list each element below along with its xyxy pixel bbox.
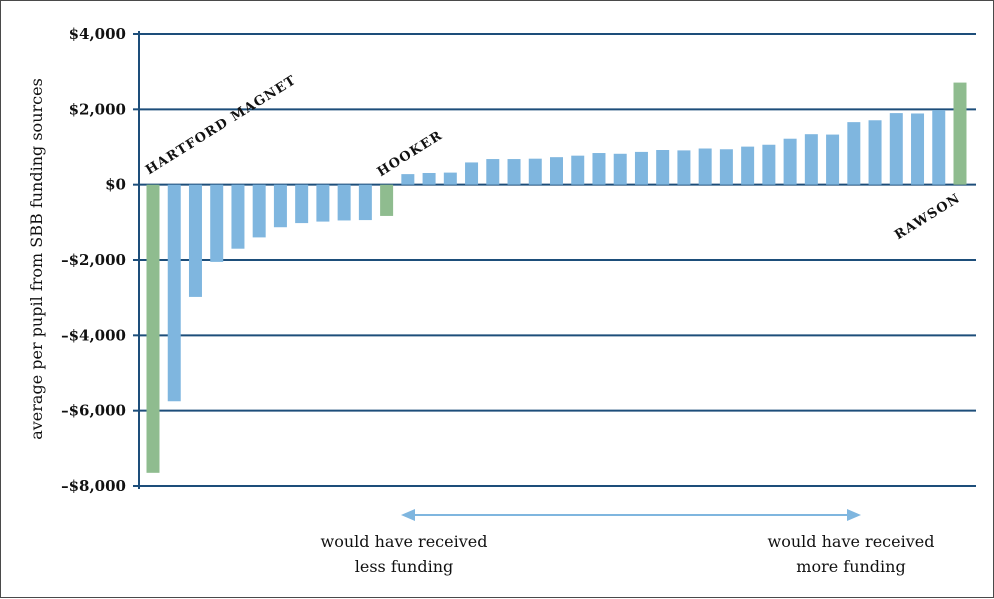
bar [869, 120, 882, 184]
right-arrow-label-line: would have received [768, 532, 935, 551]
y-tick-label: $2,000 [69, 100, 126, 118]
bar [168, 185, 181, 402]
bar [295, 185, 308, 223]
bar [465, 162, 478, 184]
y-tick-label: –$6,000 [61, 402, 126, 420]
bar [826, 135, 839, 185]
y-tick-label: –$8,000 [61, 477, 126, 495]
bar [762, 145, 775, 185]
arrow-labels: would have received less funding would hav… [321, 532, 935, 576]
bar [210, 185, 223, 262]
arrow-head-left [401, 509, 415, 521]
y-tick-label: $0 [105, 176, 126, 194]
bar [253, 185, 266, 238]
bar [592, 153, 605, 185]
bar [316, 185, 329, 222]
arrow-head-right [847, 509, 861, 521]
bar [890, 113, 903, 185]
y-axis-label: average per pupil from SBB funding sourc… [27, 78, 46, 440]
left-arrow-label-line: less funding [355, 557, 454, 576]
bars [147, 83, 967, 473]
right-arrow-label-line: more funding [796, 557, 905, 576]
y-tick-label: –$2,000 [61, 251, 126, 269]
y-tick-labels: $4,000 $2,000 $0 –$2,000 –$4,000 –$6,000 –$8,0… [61, 25, 126, 495]
bar [550, 157, 563, 185]
bar [699, 149, 712, 185]
bar [614, 154, 627, 185]
bar [231, 185, 244, 249]
bar [423, 173, 436, 185]
bar [932, 110, 945, 185]
bar [508, 159, 521, 185]
funding-arrow [401, 509, 861, 521]
school-label: HOOKER [375, 128, 446, 180]
bar [847, 122, 860, 185]
left-arrow-label-line: would have received [321, 532, 488, 551]
bar [741, 147, 754, 185]
bar [338, 185, 351, 221]
bar [401, 174, 414, 185]
school-label: RAWSON [892, 191, 963, 243]
bar [677, 150, 690, 184]
bar [784, 139, 797, 185]
bar [656, 150, 669, 185]
bar [635, 152, 648, 185]
bar [444, 173, 457, 185]
highlighted-bar [954, 83, 967, 185]
bar [911, 113, 924, 184]
y-tick-label: –$4,000 [61, 326, 126, 344]
bar [571, 156, 584, 185]
highlighted-bar [380, 185, 393, 216]
highlighted-bar [147, 185, 160, 473]
bar [486, 159, 499, 185]
bar [359, 185, 372, 220]
school-label: HARTFORD MAGNET [143, 73, 299, 178]
bar [529, 159, 542, 185]
bar [274, 185, 287, 228]
y-tick-label: $4,000 [69, 25, 126, 43]
bar [805, 134, 818, 184]
bar [189, 185, 202, 297]
bar [720, 149, 733, 184]
